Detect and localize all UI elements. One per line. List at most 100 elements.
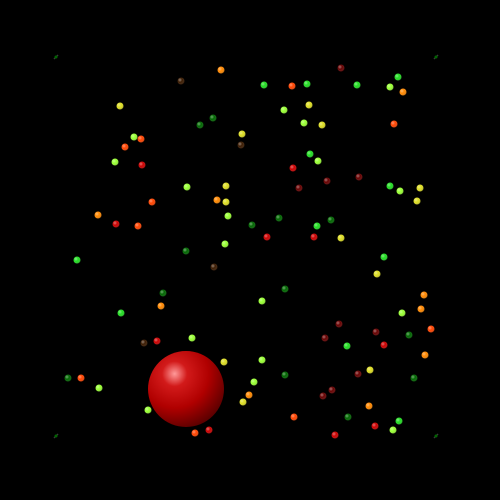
- food-dot-shine: [260, 81, 268, 89]
- food-dot-shine: [238, 130, 246, 138]
- food-dot-shine: [275, 214, 283, 222]
- food-dot-shine: [380, 253, 388, 261]
- food-dot-shine: [337, 64, 345, 72]
- food-dot-shine: [95, 384, 103, 392]
- food-dot-shine: [196, 121, 204, 129]
- food-dot-shine: [337, 234, 345, 242]
- food-dot-shine: [305, 101, 313, 109]
- food-dot-shine: [205, 426, 213, 434]
- food-dot-shine: [217, 66, 225, 74]
- food-dot-shine: [328, 386, 336, 394]
- food-dot-shine: [373, 270, 381, 278]
- food-particles: [54, 55, 438, 439]
- food-dot-shine: [157, 302, 165, 310]
- food-dot-shine: [421, 351, 429, 359]
- food-dot: [434, 434, 438, 438]
- food-dot-shine: [295, 184, 303, 192]
- food-dot-shine: [248, 221, 256, 229]
- food-dot-shine: [417, 305, 425, 313]
- food-dot-shine: [365, 402, 373, 410]
- food-dot-shine: [354, 370, 362, 378]
- food-dot-shine: [394, 73, 402, 81]
- food-dot-shine: [191, 429, 199, 437]
- food-dot-shine: [245, 391, 253, 399]
- food-dot-shine: [224, 212, 232, 220]
- food-dot-shine: [366, 366, 374, 374]
- food-dot-shine: [344, 413, 352, 421]
- food-dot-shine: [413, 197, 421, 205]
- food-dot-shine: [222, 198, 230, 206]
- food-dot-shine: [321, 334, 329, 342]
- food-dot-shine: [372, 328, 380, 336]
- food-dot-shine: [323, 177, 331, 185]
- food-dot-shine: [210, 263, 218, 271]
- food-dot-shine: [306, 150, 314, 158]
- food-dot-shine: [288, 82, 296, 90]
- food-dot-shine: [327, 216, 335, 224]
- food-dot-shine: [250, 378, 258, 386]
- food-dot-shine: [355, 173, 363, 181]
- food-dot: [54, 434, 58, 438]
- food-dot: [54, 55, 58, 59]
- food-dot-shine: [405, 331, 413, 339]
- food-dot-shine: [148, 198, 156, 206]
- food-dot-shine: [310, 233, 318, 241]
- food-dot-shine: [177, 77, 185, 85]
- food-dot-shine: [64, 374, 72, 382]
- food-dot-shine: [77, 374, 85, 382]
- food-dot-shine: [258, 297, 266, 305]
- food-dot-shine: [130, 133, 138, 141]
- food-dot-shine: [134, 222, 142, 230]
- food-dot-shine: [398, 309, 406, 317]
- food-dot-shine: [395, 417, 403, 425]
- food-dot-shine: [416, 184, 424, 192]
- food-dot-shine: [300, 119, 308, 127]
- food-dot-shine: [420, 291, 428, 299]
- food-dot-shine: [290, 413, 298, 421]
- food-dot-shine: [399, 88, 407, 96]
- food-dot: [434, 55, 438, 59]
- food-dot-shine: [314, 157, 322, 165]
- food-dot-shine: [116, 102, 124, 110]
- food-dot-shine: [289, 164, 297, 172]
- food-dot-shine: [331, 431, 339, 439]
- food-dot-shine: [335, 320, 343, 328]
- food-dot-shine: [188, 334, 196, 342]
- food-dot-shine: [318, 121, 326, 129]
- food-dot-shine: [222, 182, 230, 190]
- food-dot-shine: [280, 106, 288, 114]
- food-dot-shine: [220, 358, 228, 366]
- food-dot-shine: [380, 341, 388, 349]
- food-dot-shine: [386, 83, 394, 91]
- food-dot-shine: [263, 233, 271, 241]
- food-dot-shine: [237, 141, 245, 149]
- food-dot-shine: [182, 247, 190, 255]
- food-dot-shine: [410, 374, 418, 382]
- food-dot-shine: [258, 356, 266, 364]
- food-dot-shine: [94, 211, 102, 219]
- food-dot-shine: [73, 256, 81, 264]
- player-orb[interactable]: [148, 351, 224, 427]
- food-dot-shine: [144, 406, 152, 414]
- food-dot-shine: [183, 183, 191, 191]
- food-dot-shine: [427, 325, 435, 333]
- food-dot-shine: [239, 398, 247, 406]
- player-orb-body[interactable]: [148, 351, 224, 427]
- food-dot-shine: [117, 309, 125, 317]
- food-dot-shine: [303, 80, 311, 88]
- food-dot-shine: [159, 289, 167, 297]
- corner-markers: [53, 54, 439, 439]
- food-dot-shine: [209, 114, 217, 122]
- food-dot-shine: [389, 426, 397, 434]
- food-dot-shine: [313, 222, 321, 230]
- food-dot-shine: [137, 135, 145, 143]
- food-dot-shine: [138, 161, 146, 169]
- food-dot-shine: [221, 240, 229, 248]
- food-dot-shine: [371, 422, 379, 430]
- food-dot-shine: [353, 81, 361, 89]
- food-dot-shine: [386, 182, 394, 190]
- food-dot-shine: [112, 220, 120, 228]
- food-dot-shine: [111, 158, 119, 166]
